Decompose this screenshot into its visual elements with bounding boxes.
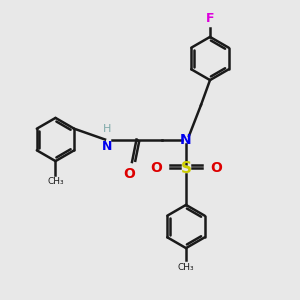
Text: N: N — [102, 140, 112, 152]
Text: N: N — [180, 133, 192, 146]
Text: O: O — [210, 161, 222, 175]
Text: CH₃: CH₃ — [178, 262, 194, 272]
Text: F: F — [206, 13, 214, 26]
Text: CH₃: CH₃ — [47, 177, 64, 186]
Text: H: H — [103, 124, 111, 134]
Text: S: S — [181, 160, 191, 175]
Text: O: O — [124, 167, 136, 181]
Text: O: O — [150, 161, 162, 175]
